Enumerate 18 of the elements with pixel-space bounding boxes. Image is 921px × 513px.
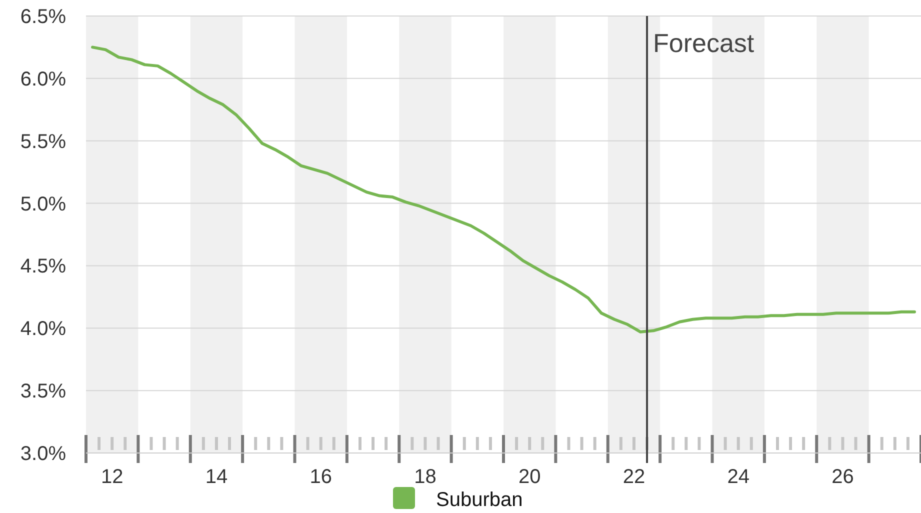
x-tick-label: 22 — [622, 466, 646, 488]
y-tick-label: 6.0% — [20, 68, 66, 90]
x-tick-label: 26 — [832, 466, 854, 488]
y-tick-label: 4.5% — [20, 256, 66, 278]
x-tick-label: 20 — [518, 466, 541, 488]
y-tick-label: 4.0% — [20, 318, 66, 340]
y-tick-label: 3.0% — [20, 443, 66, 465]
x-tick-label: 18 — [414, 466, 436, 488]
x-tick-label: 14 — [205, 466, 228, 488]
x-tick-label: 12 — [100, 466, 124, 488]
x-tick-label: 16 — [310, 466, 332, 488]
y-tick-label: 6.5% — [20, 6, 66, 28]
legend-label: Suburban — [436, 489, 523, 511]
y-tick-label: 5.5% — [20, 130, 66, 153]
x-tick-label: 24 — [727, 466, 750, 488]
y-tick-label: 5.0% — [20, 193, 66, 216]
ref-line-label: Forecast — [653, 28, 755, 58]
y-tick-label: 3.5% — [20, 380, 66, 403]
